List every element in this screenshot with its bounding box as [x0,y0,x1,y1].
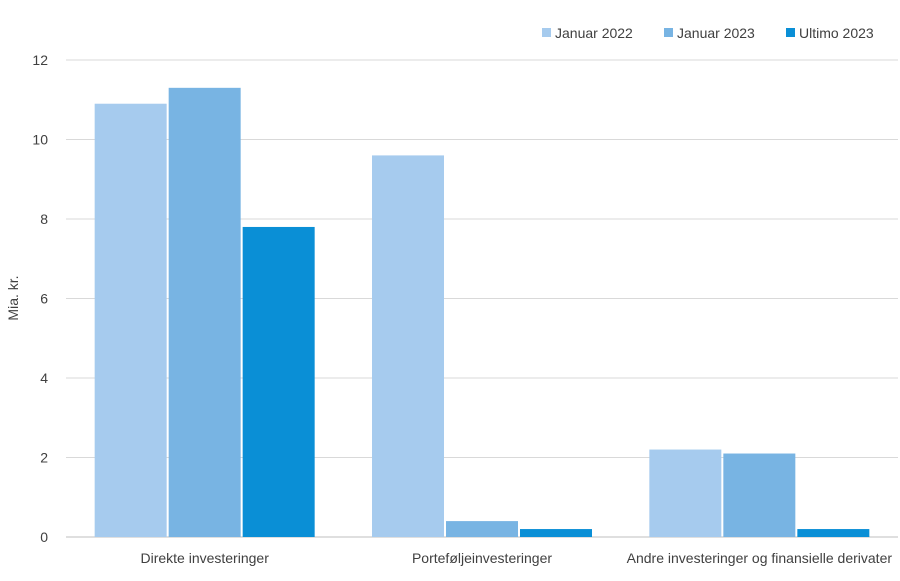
legend-label: Januar 2023 [677,25,755,41]
x-tick-label: Porteføljeinvesteringer [412,550,552,566]
y-tick-label: 0 [40,529,48,545]
bar-ultimo-2023 [242,226,315,537]
legend-label: Ultimo 2023 [799,25,874,41]
x-axis-ticks: Direkte investeringer Porteføljeinvesteri… [140,550,892,566]
legend-swatch [664,28,673,37]
y-axis-label: Mia. kr. [5,275,21,320]
bar-ultimo-2023 [520,529,592,537]
bar-ultimo-2023 [797,529,870,537]
legend-label: Januar 2022 [555,25,633,41]
y-tick-label: 6 [40,291,48,307]
y-tick-label: 2 [40,450,48,466]
legend-swatch [786,28,795,37]
y-tick-label: 10 [32,132,48,148]
legend: Januar 2022 Januar 2023 Ultimo 2023 [542,25,874,41]
bar-januar-2023 [446,521,518,537]
x-tick-label: Direkte investeringer [140,550,269,566]
legend-swatch [542,28,551,37]
y-tick-label: 4 [40,370,48,386]
y-tick-label: 12 [32,52,48,68]
bar-januar-2023 [723,453,796,537]
bar-januar-2022 [94,103,167,537]
bar-januar-2022 [372,155,444,537]
bars [94,87,870,537]
y-axis-ticks: 0 2 4 6 8 10 12 [32,52,48,545]
bar-januar-2023 [168,87,241,537]
y-tick-label: 8 [40,211,48,227]
bar-januar-2022 [649,449,722,537]
x-tick-label: Andre investeringer og finansielle deriv… [627,550,893,566]
